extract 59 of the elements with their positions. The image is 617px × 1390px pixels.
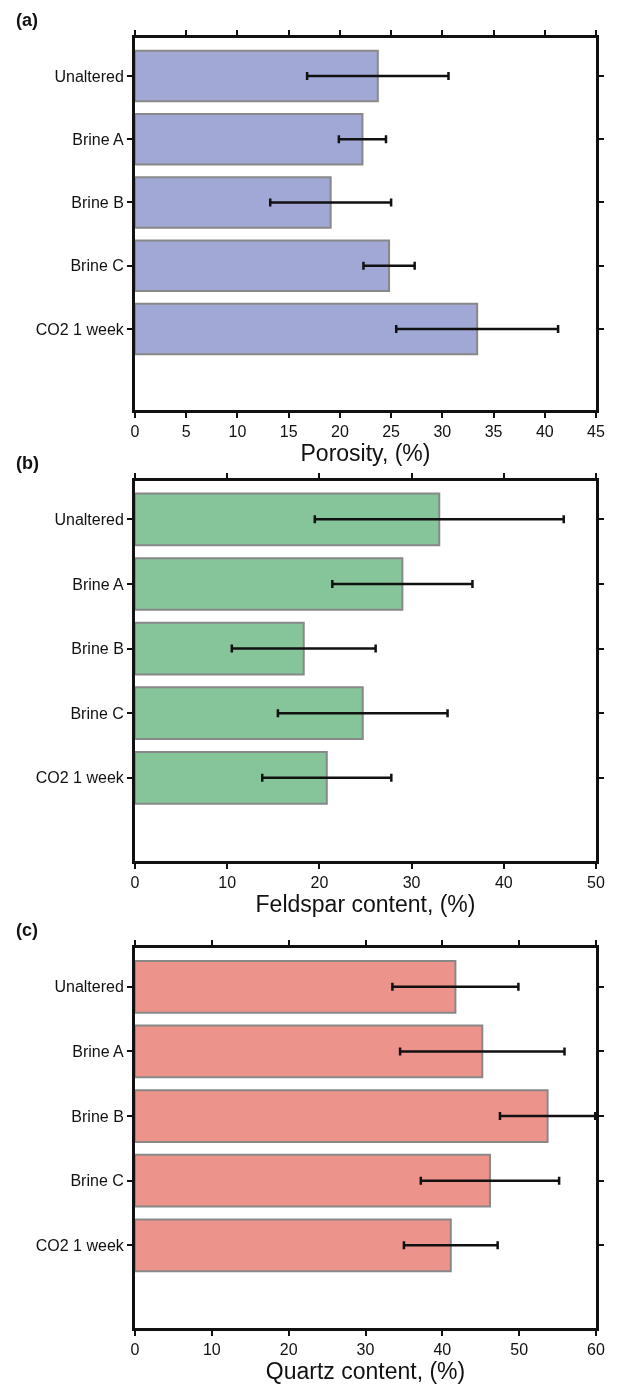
y-tick-label: Brine B bbox=[71, 194, 124, 212]
x-tick-label: 40 bbox=[433, 1341, 452, 1359]
y-tick-label: CO2 1 week bbox=[35, 320, 125, 338]
x-tick-label: 35 bbox=[484, 423, 503, 441]
x-axis-title: Quartz content, (%) bbox=[265, 1358, 466, 1385]
y-tick-label: Brine C bbox=[70, 1172, 124, 1190]
bar bbox=[135, 302, 479, 356]
x-tick-label: 15 bbox=[279, 423, 298, 441]
y-tick-label: Brine C bbox=[70, 704, 124, 722]
x-tick-label: 50 bbox=[510, 1341, 529, 1359]
bar bbox=[135, 176, 332, 229]
y-tick-label: CO2 1 week bbox=[35, 769, 125, 787]
x-tick-label: 20 bbox=[330, 423, 349, 441]
x-tick-label: 40 bbox=[535, 423, 554, 441]
x-tick-label: 50 bbox=[587, 873, 605, 891]
bar bbox=[135, 686, 364, 741]
y-tick-label: Unaltered bbox=[54, 510, 124, 528]
y-tick-label: Brine A bbox=[72, 575, 125, 593]
chart-title: (c) bbox=[16, 920, 38, 940]
x-tick-label: 10 bbox=[202, 1341, 221, 1359]
chart-title: (b) bbox=[16, 453, 39, 473]
x-tick-label: 30 bbox=[402, 873, 421, 891]
y-tick-label: Brine B bbox=[71, 1107, 124, 1125]
x-axis-title: Porosity, (%) bbox=[300, 440, 431, 467]
bar bbox=[135, 492, 441, 547]
bar bbox=[135, 49, 379, 103]
y-tick-label: Brine A bbox=[72, 130, 125, 148]
y-tick-label: CO2 1 week bbox=[35, 1236, 125, 1254]
x-tick-label: 20 bbox=[310, 873, 329, 891]
bar bbox=[135, 239, 391, 293]
bar bbox=[135, 1218, 452, 1273]
x-tick-label: 0 bbox=[130, 873, 140, 891]
bar bbox=[135, 750, 328, 805]
x-tick-label: 30 bbox=[433, 423, 452, 441]
x-tick-label: 10 bbox=[228, 423, 247, 441]
x-tick-label: 40 bbox=[494, 873, 513, 891]
y-tick-label: Brine C bbox=[70, 257, 124, 275]
bar bbox=[135, 1089, 549, 1143]
bar bbox=[135, 1153, 491, 1208]
x-tick-label: 0 bbox=[130, 423, 140, 441]
bar bbox=[135, 621, 305, 676]
y-tick-label: Brine A bbox=[72, 1043, 125, 1061]
x-tick-label: 60 bbox=[587, 1341, 605, 1359]
chart-title: (a) bbox=[16, 10, 38, 30]
x-tick-label: 30 bbox=[356, 1341, 375, 1359]
x-tick-label: 10 bbox=[218, 873, 237, 891]
y-tick-label: Unaltered bbox=[54, 978, 124, 996]
bar bbox=[135, 1024, 484, 1079]
x-tick-label: 20 bbox=[279, 1341, 298, 1359]
y-tick-label: Unaltered bbox=[54, 67, 124, 85]
bar bbox=[135, 112, 364, 166]
x-axis-title: Feldspar content, (%) bbox=[255, 890, 476, 917]
x-tick-label: 25 bbox=[382, 423, 401, 441]
y-tick-label: Brine B bbox=[71, 640, 124, 658]
x-tick-label: 5 bbox=[181, 423, 191, 441]
x-tick-label: 0 bbox=[130, 1341, 140, 1359]
bar bbox=[135, 959, 457, 1014]
bar bbox=[135, 557, 404, 611]
x-tick-label: 45 bbox=[587, 423, 605, 441]
